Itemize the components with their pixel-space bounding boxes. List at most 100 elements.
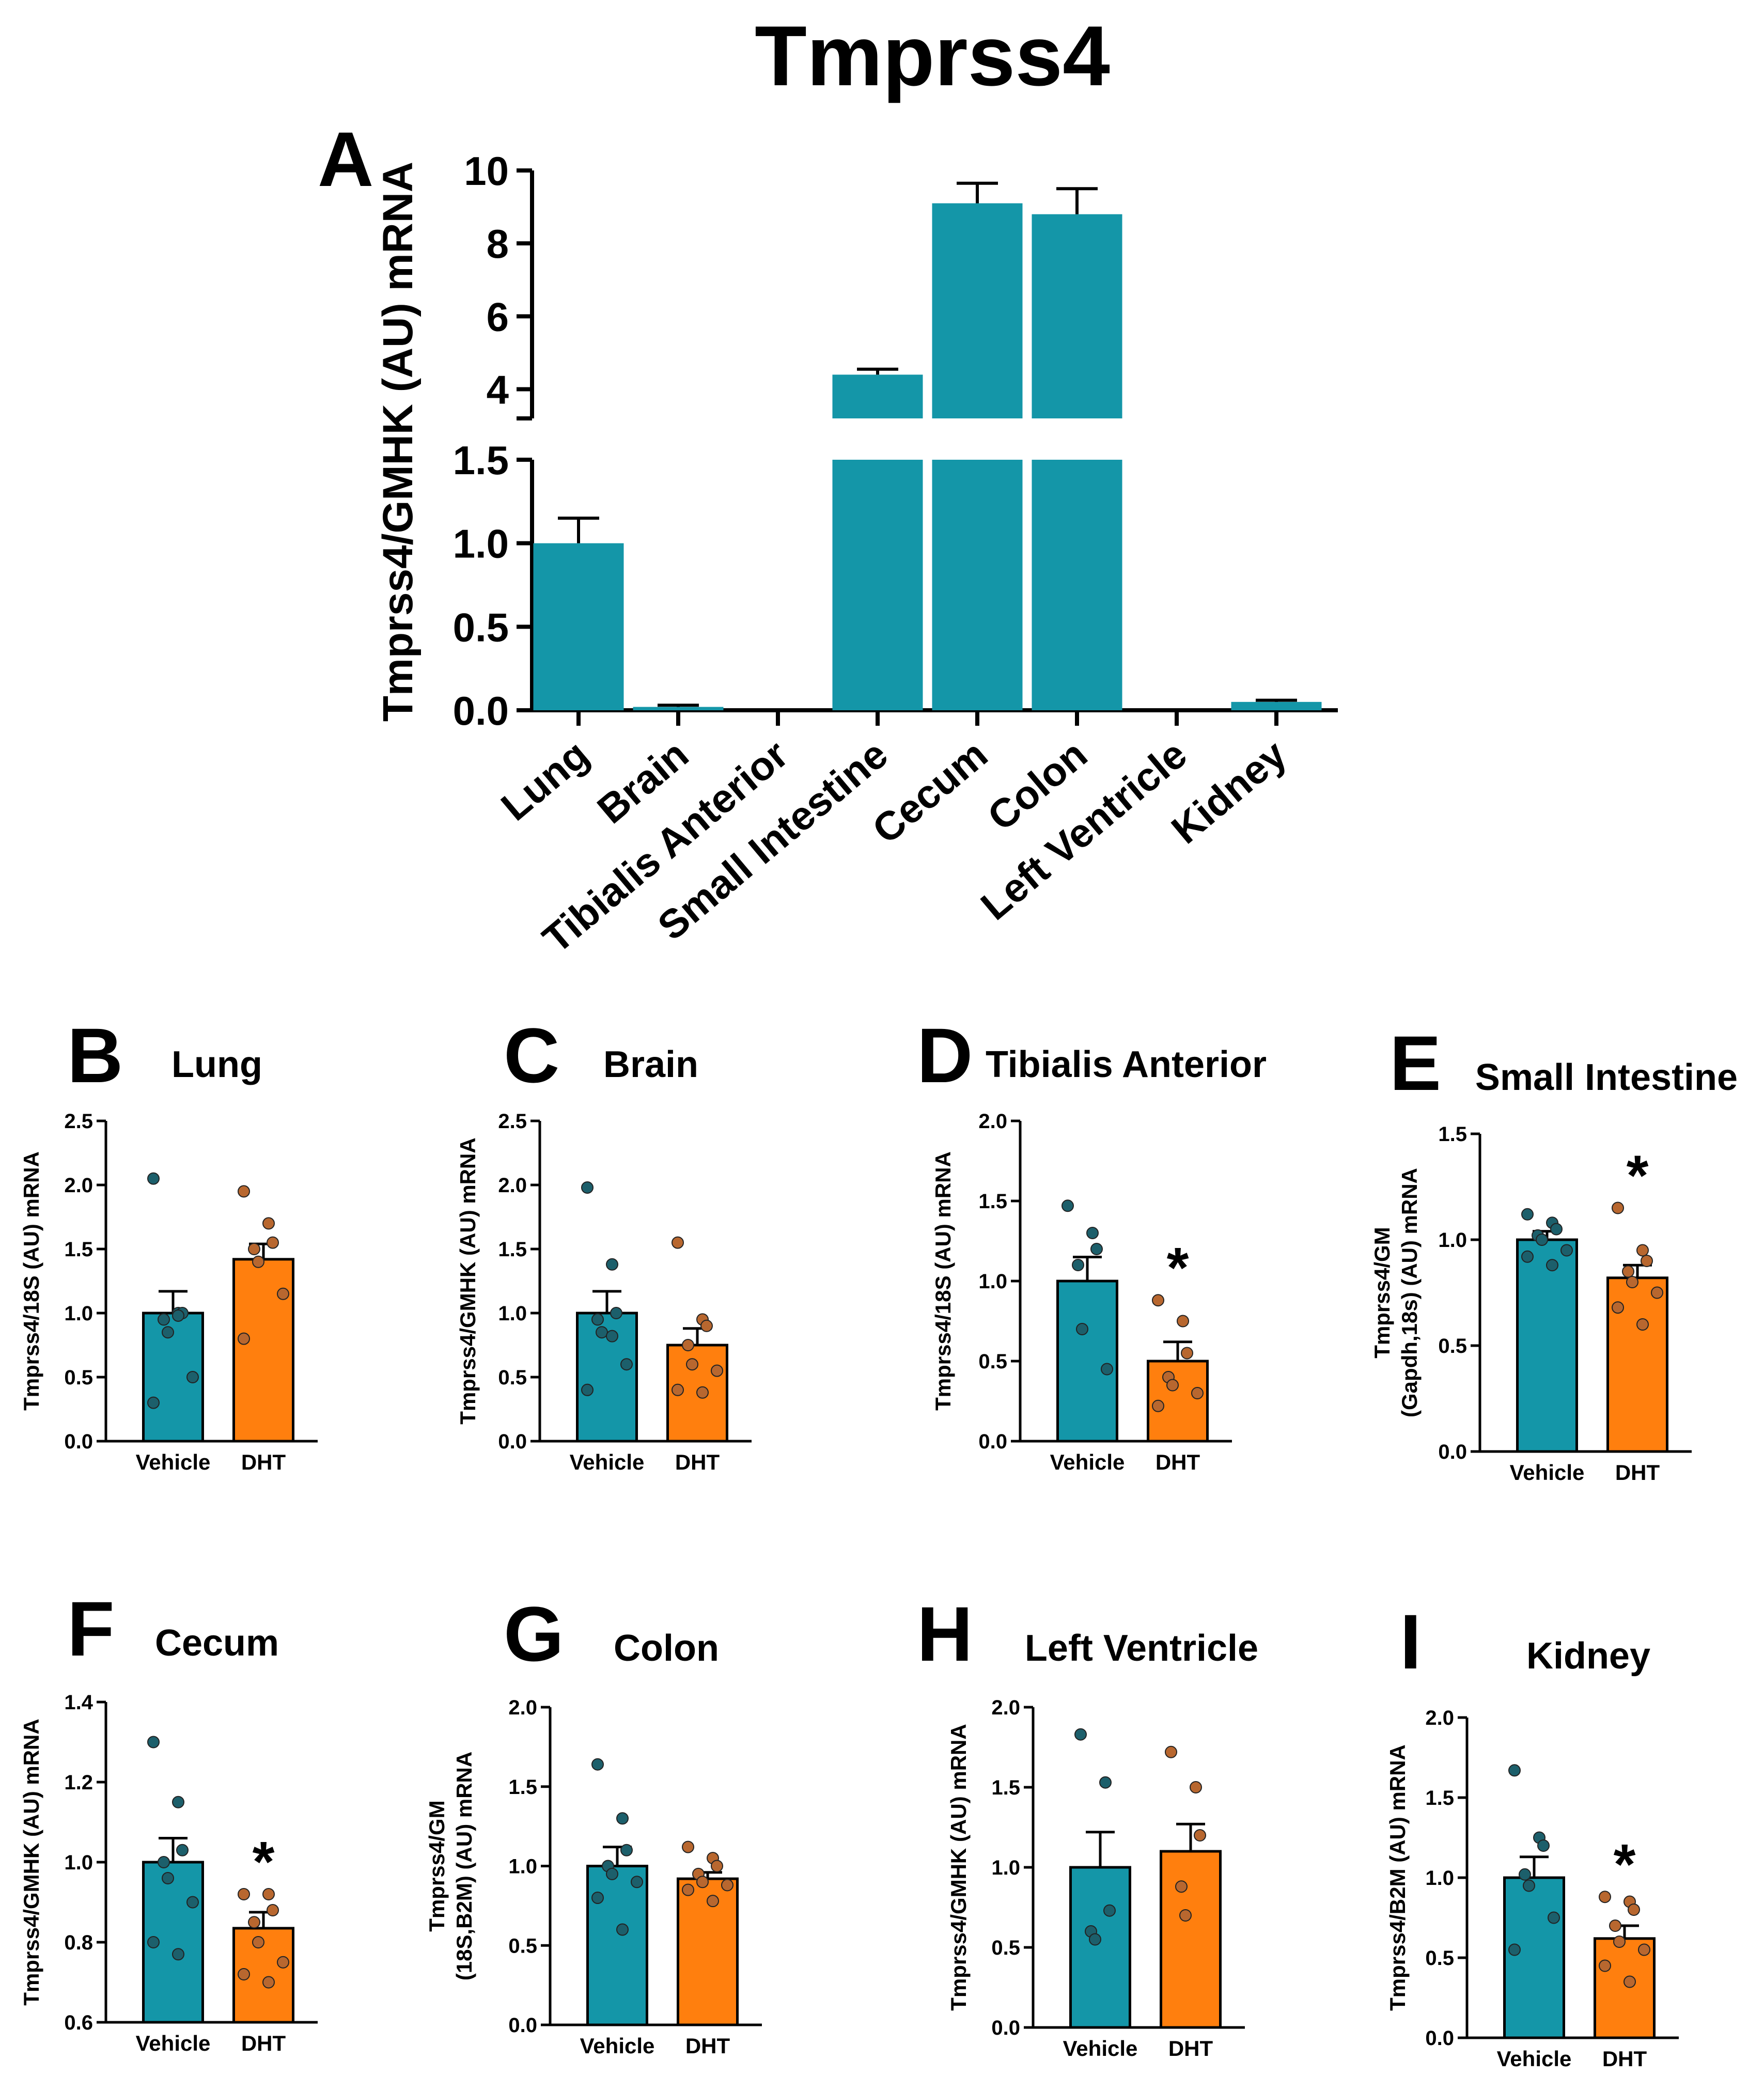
panel-title: Colon (614, 1628, 719, 1669)
a-y-tick-label: 0.5 (453, 604, 509, 650)
data-point (631, 1876, 643, 1889)
dht-bar (232, 1258, 294, 1443)
data-point (172, 1948, 184, 1961)
panel-b: B Lung 0.0 0.5 1.0 1.5 2.0 2.5 Tmprss4/18S (AU) … (19, 1012, 318, 1474)
data-point (262, 1217, 275, 1230)
a-bar (1231, 701, 1322, 710)
panel-e: E Small Intestine 0.0 0.5 1.0 1.5 Tmprss4/GM (G… (1370, 1020, 1738, 1485)
y-tick-label: 1.5 (1425, 1787, 1454, 1809)
y-tick-label: 0.5 (1438, 1335, 1467, 1357)
data-point (672, 1383, 684, 1396)
data-point (1636, 1318, 1649, 1331)
y-tick-label: 2.0 (978, 1110, 1007, 1133)
panel-letter-i: I (1400, 1598, 1422, 1685)
figure-title: Tmprss4 (755, 8, 1110, 103)
dht-bar (1160, 1850, 1222, 2029)
data-point (158, 1856, 170, 1868)
data-point (581, 1181, 594, 1194)
panel-title: Lung (171, 1044, 262, 1085)
data-point (596, 1326, 608, 1339)
y-tick-label: 1.5 (508, 1776, 537, 1799)
panel-i: I Kidney 0.0 0.5 1.0 1.5 2.0 Tmprss4/B2M (AU) m… (1385, 1598, 1679, 2071)
data-point (616, 1812, 629, 1825)
y-tick-label: 2.0 (1425, 1707, 1454, 1729)
y-tick-label: 1.0 (64, 1851, 93, 1874)
y-tick-label: 1.0 (991, 1856, 1020, 1879)
y-tick-label: 0.0 (1438, 1441, 1467, 1463)
data-point (1090, 1243, 1103, 1255)
data-point (147, 1736, 160, 1749)
data-point (158, 1313, 170, 1326)
a-y-tick-label: 6 (487, 294, 509, 339)
vehicle-bar (1056, 1279, 1118, 1443)
panel-g: G Colon 0.0 0.5 1.0 1.5 2.0 Tmprss4/GM (18S,B2M)… (425, 1590, 762, 2058)
data-point (1537, 1839, 1550, 1852)
y-axis-label: Tmprss4/18S (AU) mRNA (19, 1151, 43, 1411)
panel-d: D Tibialis Anterior 0.0 0.5 1.0 1.5 2.0 Tmprss4… (917, 1012, 1267, 1474)
a-bar (932, 203, 1023, 418)
data-point (1612, 1201, 1624, 1214)
data-point (1550, 1223, 1563, 1236)
a-y-tick-label: 1.5 (453, 438, 509, 483)
data-point (147, 1936, 160, 1948)
data-point (1628, 1903, 1640, 1916)
data-point (606, 1258, 618, 1271)
data-point (1152, 1294, 1164, 1307)
data-point (620, 1358, 633, 1371)
panel-title: Brain (603, 1044, 698, 1085)
data-point (721, 1879, 733, 1892)
y-axis-label: Tmprss4/GM (425, 1800, 449, 1931)
vehicle-bar (1069, 1866, 1131, 2029)
x-tick-label: Vehicle (1497, 2047, 1572, 2071)
data-point (696, 1386, 709, 1399)
data-point (162, 1872, 174, 1884)
y-tick-label: 0.6 (64, 2011, 93, 2034)
y-tick-label: 0.0 (978, 1430, 1007, 1453)
data-point (1546, 1259, 1558, 1272)
data-point (1508, 1764, 1521, 1777)
y-tick-label: 0.0 (991, 2017, 1020, 2039)
data-point (1536, 1234, 1548, 1246)
y-tick-label: 1.0 (508, 1855, 537, 1878)
y-tick-label: 1.2 (64, 1771, 93, 1794)
y-tick-label: 0.8 (64, 1931, 93, 1954)
vehicle-bar (1503, 1876, 1565, 2039)
x-tick-label: Vehicle (1063, 2036, 1138, 2061)
y-tick-label: 0.0 (1425, 2027, 1454, 2050)
data-point (277, 1287, 289, 1300)
panel-title: Left Ventricle (1025, 1628, 1258, 1669)
data-point (606, 1867, 618, 1880)
data-point (162, 1326, 174, 1339)
y-tick-label: 1.5 (991, 1776, 1020, 1799)
y-tick-label: 0.5 (991, 1937, 1020, 1959)
data-point (1508, 1943, 1521, 1956)
y-tick-label: 1.0 (64, 1302, 93, 1325)
x-tick-label: Vehicle (1510, 1460, 1585, 1485)
y-axis-label: (Gapdh,18s) (AU) mRNA (1397, 1168, 1422, 1417)
data-point (1101, 1363, 1113, 1376)
data-point (1166, 1379, 1179, 1392)
x-tick-label: Vehicle (1050, 1450, 1125, 1474)
data-point (1623, 1975, 1636, 1988)
data-point (591, 1758, 604, 1771)
y-tick-label: 1.5 (498, 1238, 527, 1261)
data-point (1179, 1909, 1192, 1922)
y-tick-label: 1.0 (498, 1302, 527, 1325)
data-point (176, 1844, 189, 1856)
vehicle-bar (1516, 1238, 1578, 1453)
a-y-tick-label: 0.0 (453, 688, 509, 734)
y-tick-label: 0.0 (508, 2014, 537, 2037)
y-axis-label: Tmprss4/GM (1370, 1227, 1394, 1358)
data-point (707, 1895, 719, 1908)
a-y-axis-label: Tmprss4/GMHK (AU) mRNA (374, 162, 422, 722)
data-point (1599, 1891, 1611, 1903)
data-point (248, 1243, 260, 1255)
x-tick-label: Vehicle (570, 1450, 645, 1474)
x-tick-label: DHT (1168, 2036, 1213, 2061)
a-x-tick-label: Cecum (864, 731, 996, 853)
data-point (711, 1364, 723, 1377)
y-tick-label: 1.5 (64, 1238, 93, 1261)
data-point (238, 1968, 250, 1980)
a-bar (832, 374, 923, 418)
